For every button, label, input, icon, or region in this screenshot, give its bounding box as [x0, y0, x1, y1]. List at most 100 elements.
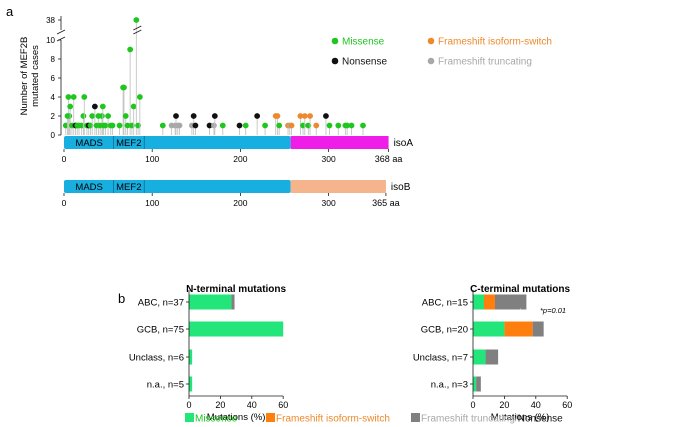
bar-x-tick-label: 20 — [215, 400, 225, 410]
aa-tick-label: 200 — [233, 198, 247, 208]
lollipop-truncating-point — [211, 122, 217, 129]
lollipop-nonsense-point — [211, 113, 218, 119]
lollipop-missense-point — [127, 46, 134, 53]
y-tick-label: 4 — [51, 93, 56, 102]
y-tick-label: 8 — [51, 55, 56, 64]
lollipop-legend: Missense Frameshift isoform-switch Nonse… — [331, 37, 552, 68]
aa-tick-label: 0 — [62, 198, 67, 208]
lollipop-missense-point — [70, 94, 77, 100]
lollipop-nonsense-point — [206, 122, 213, 129]
bar-legend-isoform-swatch — [266, 413, 275, 422]
bar-legend-truncating-text: Frameshift truncating/ — [421, 414, 518, 425]
lollipop-missense-point — [80, 113, 87, 119]
lollipop-isoform-point — [307, 113, 313, 119]
lollipop-marks — [62, 17, 366, 135]
bar-legend-truncating-label: Frameshift truncating/Nonsense — [421, 414, 563, 425]
lollipop-isoform-point — [288, 122, 295, 129]
lollipop-missense-point — [65, 94, 72, 100]
legend-truncating-dot — [427, 57, 435, 65]
bar-category-label: Unclass, n=6 — [129, 353, 184, 364]
lollipop-missense-point — [99, 113, 105, 119]
legend-missense-label: Missense — [342, 37, 385, 48]
lollipop-missense-point — [276, 122, 283, 129]
aa-tick-label: 200 — [233, 154, 247, 164]
domain-mads-label: MADS — [75, 182, 102, 193]
lollipop-ylabel-line1: Number of MEF2B — [19, 37, 30, 116]
lollipop-missense-point — [121, 84, 127, 91]
aa-tick-label: 100 — [145, 198, 159, 208]
aa-tick-label: 300 — [322, 198, 336, 208]
bar-segment-missense — [473, 349, 486, 365]
bar-segment-missense — [473, 376, 477, 392]
legend-nonsense-dot — [331, 57, 339, 65]
lollipop-missense-point — [122, 113, 129, 119]
isoB-diagram: MADS MEF2 isoB 0 100 200 300 365 aa — [62, 180, 411, 208]
lollipop-nonsense-point — [190, 113, 197, 119]
lollipop-nonsense-point — [236, 122, 243, 129]
bar-legend-missense-swatch — [185, 413, 194, 422]
lollipop-missense-point — [99, 103, 106, 110]
p-value-annotation: *p=0.01 — [540, 306, 566, 315]
lollipop-isoform-point — [313, 122, 320, 129]
bar-segment-missense — [189, 321, 284, 337]
y-axis-break-mark — [56, 29, 66, 35]
isoB-common-region — [64, 180, 291, 193]
bar-legend: Missense Frameshift isoform-switch Frame… — [185, 413, 563, 425]
lollipop-nonsense-point — [254, 113, 261, 119]
lollipop-nonsense-point — [173, 113, 179, 119]
aa-tick-label: 100 — [145, 154, 159, 164]
isoA-length-label: 368 aa — [375, 154, 403, 164]
bar-x-tick-label: 60 — [278, 400, 288, 410]
isoB-length-label: 365 aa — [372, 198, 400, 208]
bar-x-tick-label: 20 — [499, 400, 509, 410]
isoB-switch-region — [290, 180, 386, 193]
domain-mef2-label: MEF2 — [116, 182, 141, 193]
lollipop-missense-point — [89, 113, 96, 119]
lollipop-missense-point — [242, 122, 249, 129]
bar-legend-missense-label: Missense — [195, 414, 238, 425]
bar-x-tick-label: 40 — [531, 400, 541, 410]
lollipop-missense-point — [109, 122, 116, 129]
lollipop-truncating-point — [176, 122, 183, 129]
lollipop-missense-point — [116, 122, 123, 129]
bar-segment-truncating — [494, 294, 527, 310]
lollipop-missense-point — [136, 94, 143, 100]
panel-b-label: b — [118, 291, 125, 306]
lollipop-nonsense-point — [91, 103, 98, 110]
y-tick-label: 38 — [46, 16, 55, 25]
lollipop-missense-point — [130, 103, 137, 110]
bar-category-label: ABC, n=15 — [422, 298, 468, 309]
lollipop-isoform-point — [274, 113, 281, 119]
lollipop-missense-point — [262, 122, 268, 129]
bar-segment-missense — [473, 294, 484, 310]
bar-legend-truncating-swatch — [411, 413, 420, 422]
bar-legend-nonsense-text: Nonsense — [518, 414, 563, 425]
bar-category-label: Unclass, n=7 — [413, 353, 468, 364]
bar-x-axis-label: Mutations (%) — [491, 412, 550, 423]
bar-x-tick-label: 0 — [470, 400, 475, 410]
lollipop-missense-point — [81, 94, 88, 100]
bar-segment-isoform — [483, 294, 495, 310]
legend-truncating-label: Frameshift truncating — [438, 57, 532, 68]
bar-segment-truncating — [476, 376, 481, 392]
aa-tick-label: 300 — [322, 154, 336, 164]
y-tick-label: 2 — [51, 112, 56, 121]
legend-isoform-label: Frameshift isoform-switch — [438, 37, 552, 48]
bar-segment-missense — [189, 349, 193, 365]
aa-tick-label: 0 — [62, 154, 67, 164]
lollipop-missense-point — [335, 122, 342, 129]
lollipop-missense-point — [105, 113, 111, 119]
bar-segment-missense — [189, 294, 232, 310]
significance-star: * — [519, 307, 523, 317]
y-tick-label: 10 — [46, 36, 55, 45]
bar-x-tick-label: 60 — [562, 400, 572, 410]
bar-segment-missense — [473, 321, 505, 337]
lollipop-missense-point — [344, 122, 351, 129]
isoA-switch-region — [290, 136, 389, 149]
panel-a-label: a — [6, 4, 14, 19]
lollipop-nonsense-point — [323, 113, 329, 119]
bar-category-label: GCB, n=75 — [137, 325, 184, 336]
